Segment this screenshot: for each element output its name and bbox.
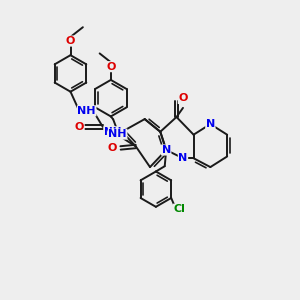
Text: O: O	[106, 62, 116, 72]
Text: NH: NH	[108, 129, 127, 139]
Text: NH: NH	[77, 106, 96, 116]
Text: N: N	[206, 119, 215, 129]
Text: N: N	[162, 145, 171, 155]
Text: Cl: Cl	[173, 204, 185, 214]
Text: O: O	[66, 36, 75, 46]
Text: O: O	[178, 94, 188, 103]
Text: O: O	[75, 122, 84, 132]
Text: N: N	[178, 153, 188, 163]
Text: NH: NH	[104, 127, 122, 137]
Text: O: O	[108, 143, 117, 153]
